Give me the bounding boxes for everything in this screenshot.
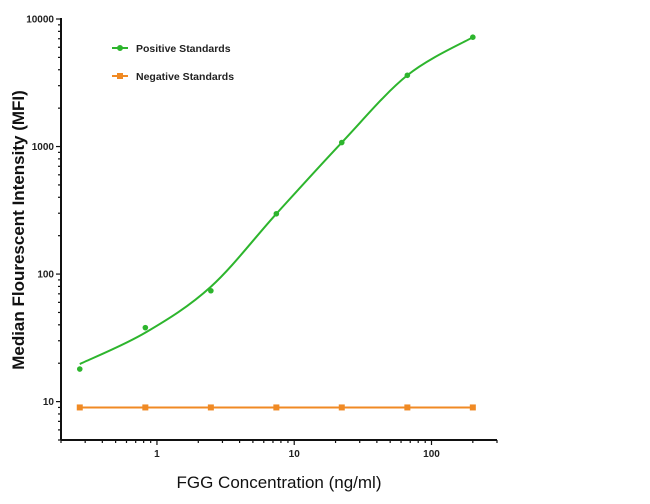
series-layer [76, 34, 476, 411]
positive-standards-point [338, 139, 345, 146]
legend-item-positive: Positive Standards [112, 43, 231, 55]
x-tick-label: 100 [423, 449, 440, 460]
legend-label-positive: Positive Standards [136, 43, 231, 55]
positive-standards-point [470, 34, 476, 40]
legend: Positive Standards Negative Standards [112, 43, 234, 83]
y-tick-label: 100 [37, 270, 54, 281]
positive-standards-point [76, 366, 83, 372]
x-tick-label: 1 [154, 449, 160, 460]
y-tick-label: 10 [43, 397, 55, 408]
negative-standards-point [142, 404, 149, 411]
x-axis-title: FGG Concentration (ng/ml) [176, 473, 381, 492]
y-tick-label: 10000 [26, 15, 54, 26]
negative-standards-point [338, 404, 345, 411]
negative-standards-point [469, 404, 476, 411]
legend-marker-positive [117, 45, 123, 51]
y-axis-title: Median Flourescent Intensity (MFI) [9, 90, 28, 370]
x-tick-label: 10 [289, 449, 301, 460]
legend-label-negative: Negative Standards [136, 71, 234, 83]
positive-standards-point [208, 287, 214, 294]
negative-standards-point [273, 404, 280, 411]
legend-marker-negative [117, 73, 123, 79]
axes: 10 100 1000 10000 1 10 100 [26, 15, 498, 460]
positive-standards-point [142, 324, 149, 331]
negative-standards-point [76, 404, 83, 411]
y-tick-label: 1000 [32, 142, 55, 153]
positive-standards-point [273, 210, 280, 217]
legend-item-negative: Negative Standards [112, 71, 234, 83]
negative-standards-point [404, 404, 411, 411]
positive-standards-point [404, 72, 411, 79]
negative-standards-point [207, 404, 214, 411]
positive-standards-line [79, 36, 474, 365]
